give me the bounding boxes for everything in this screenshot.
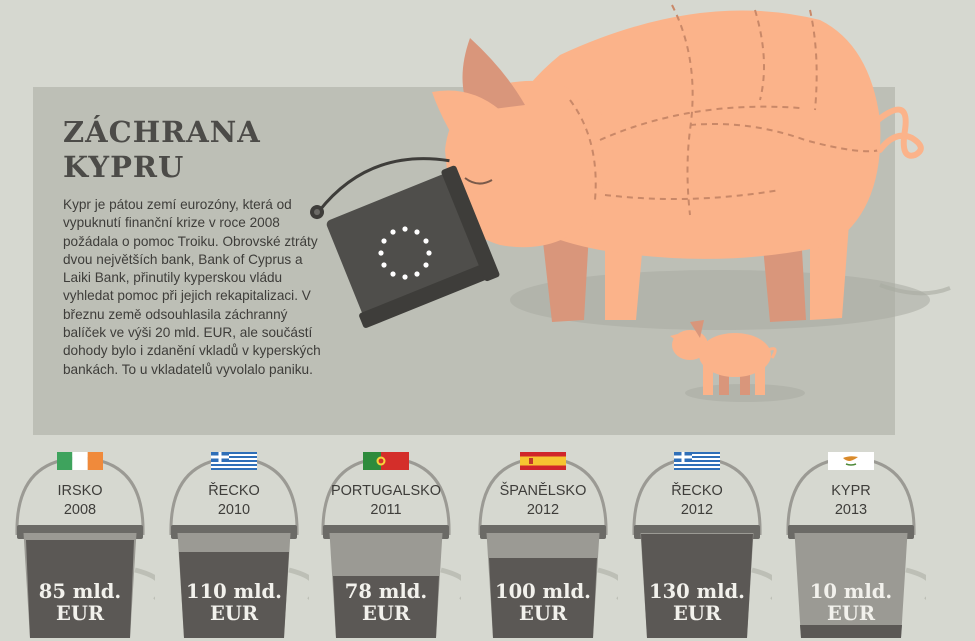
country-name: ŠPANĚLSKO	[499, 483, 587, 499]
ireland-flag-icon	[57, 452, 103, 470]
eu-bucket	[310, 157, 500, 328]
amount-value: 100 mld.	[495, 580, 591, 603]
title-line-2: KYPRU	[63, 150, 185, 184]
title-line-1: ZÁCHRANA	[63, 115, 261, 149]
amount-currency: EUR	[672, 602, 722, 625]
tail-shadow	[879, 283, 951, 296]
bucket-icon	[786, 456, 926, 638]
pig-ear	[432, 90, 500, 140]
butcher-cut-lines	[569, 4, 881, 216]
bailout-amount: 130 mld. EUR	[622, 581, 772, 625]
country-name: ŘECKO	[671, 483, 723, 499]
bucket-icon	[169, 456, 309, 638]
pig-ear	[462, 38, 525, 112]
bucket-label: KYPR 2013	[776, 482, 926, 520]
bailout-year: 2011	[370, 502, 402, 518]
bailout-amount: 10 mld. EUR	[776, 581, 926, 625]
greece-flag-icon	[674, 452, 720, 470]
country-name: PORTUGALSKO	[330, 483, 442, 499]
bucket-label: IRSKO 2008	[5, 482, 155, 520]
bailout-amount: 110 mld. EUR	[159, 581, 309, 625]
bucket-label: ŘECKO 2010	[159, 482, 309, 520]
pig-tail	[875, 106, 924, 159]
bucket-icon	[321, 456, 461, 638]
bailout-year: 2008	[63, 502, 97, 518]
piglet	[670, 320, 777, 395]
bailout-year: 2012	[526, 502, 560, 518]
bailout-amount: 85 mld. EUR	[5, 581, 155, 625]
spain-flag-icon	[520, 452, 566, 470]
country-name: IRSKO	[57, 483, 103, 499]
bailout-bucket-spanelsko-2012: ŠPANĚLSKO 2012 100 mld. EUR	[468, 450, 618, 641]
amount-value: 110 mld.	[186, 580, 282, 603]
pig-eye	[464, 177, 493, 185]
bucket-label: PORTUGALSKO 2011	[311, 482, 461, 520]
bailout-bucket-portugalsko-2011: PORTUGALSKO 2011 78 mld. EUR	[311, 450, 461, 641]
amount-currency: EUR	[826, 602, 876, 625]
bucket-label: ŠPANĚLSKO 2012	[468, 482, 618, 520]
greece-flag-icon	[211, 452, 257, 470]
amount-value: 85 mld.	[38, 580, 122, 603]
country-name: KYPR	[831, 483, 871, 499]
intro-text: Kypr je pátou zemí eurozóny, která od vy…	[63, 197, 321, 377]
page-title: ZÁCHRANA KYPRU	[63, 115, 261, 185]
bailout-year: 2013	[834, 502, 868, 518]
amount-value: 130 mld.	[649, 580, 745, 603]
amount-value: 78 mld.	[344, 580, 428, 603]
bailout-bucket-recko-2012: ŘECKO 2012 130 mld. EUR	[622, 450, 772, 641]
bucket-icon	[478, 456, 618, 638]
bailout-bucket-recko-2010: ŘECKO 2010 110 mld. EUR	[159, 450, 309, 641]
amount-currency: EUR	[209, 602, 259, 625]
amount-value: 10 mld.	[809, 580, 893, 603]
bailout-year: 2010	[217, 502, 251, 518]
bucket-label: ŘECKO 2012	[622, 482, 772, 520]
bailout-amount: 100 mld. EUR	[468, 581, 618, 625]
bucket-icon	[632, 456, 772, 638]
bailout-bucket-kypr-2013: KYPR 2013 10 mld. EUR	[776, 450, 926, 641]
bailout-year: 2012	[680, 502, 714, 518]
bucket-icon	[15, 456, 155, 638]
amount-currency: EUR	[55, 602, 105, 625]
cyprus-flag-icon	[828, 452, 874, 470]
amount-currency: EUR	[361, 602, 411, 625]
bailout-bucket-irsko-2008: IRSKO 2008 85 mld. EUR	[5, 450, 155, 641]
pig-head	[445, 80, 608, 248]
portugal-flag-icon	[363, 452, 409, 470]
amount-currency: EUR	[518, 602, 568, 625]
country-name: ŘECKO	[208, 483, 260, 499]
bailout-amount: 78 mld. EUR	[311, 581, 461, 625]
eu-stars-icon	[378, 226, 432, 280]
